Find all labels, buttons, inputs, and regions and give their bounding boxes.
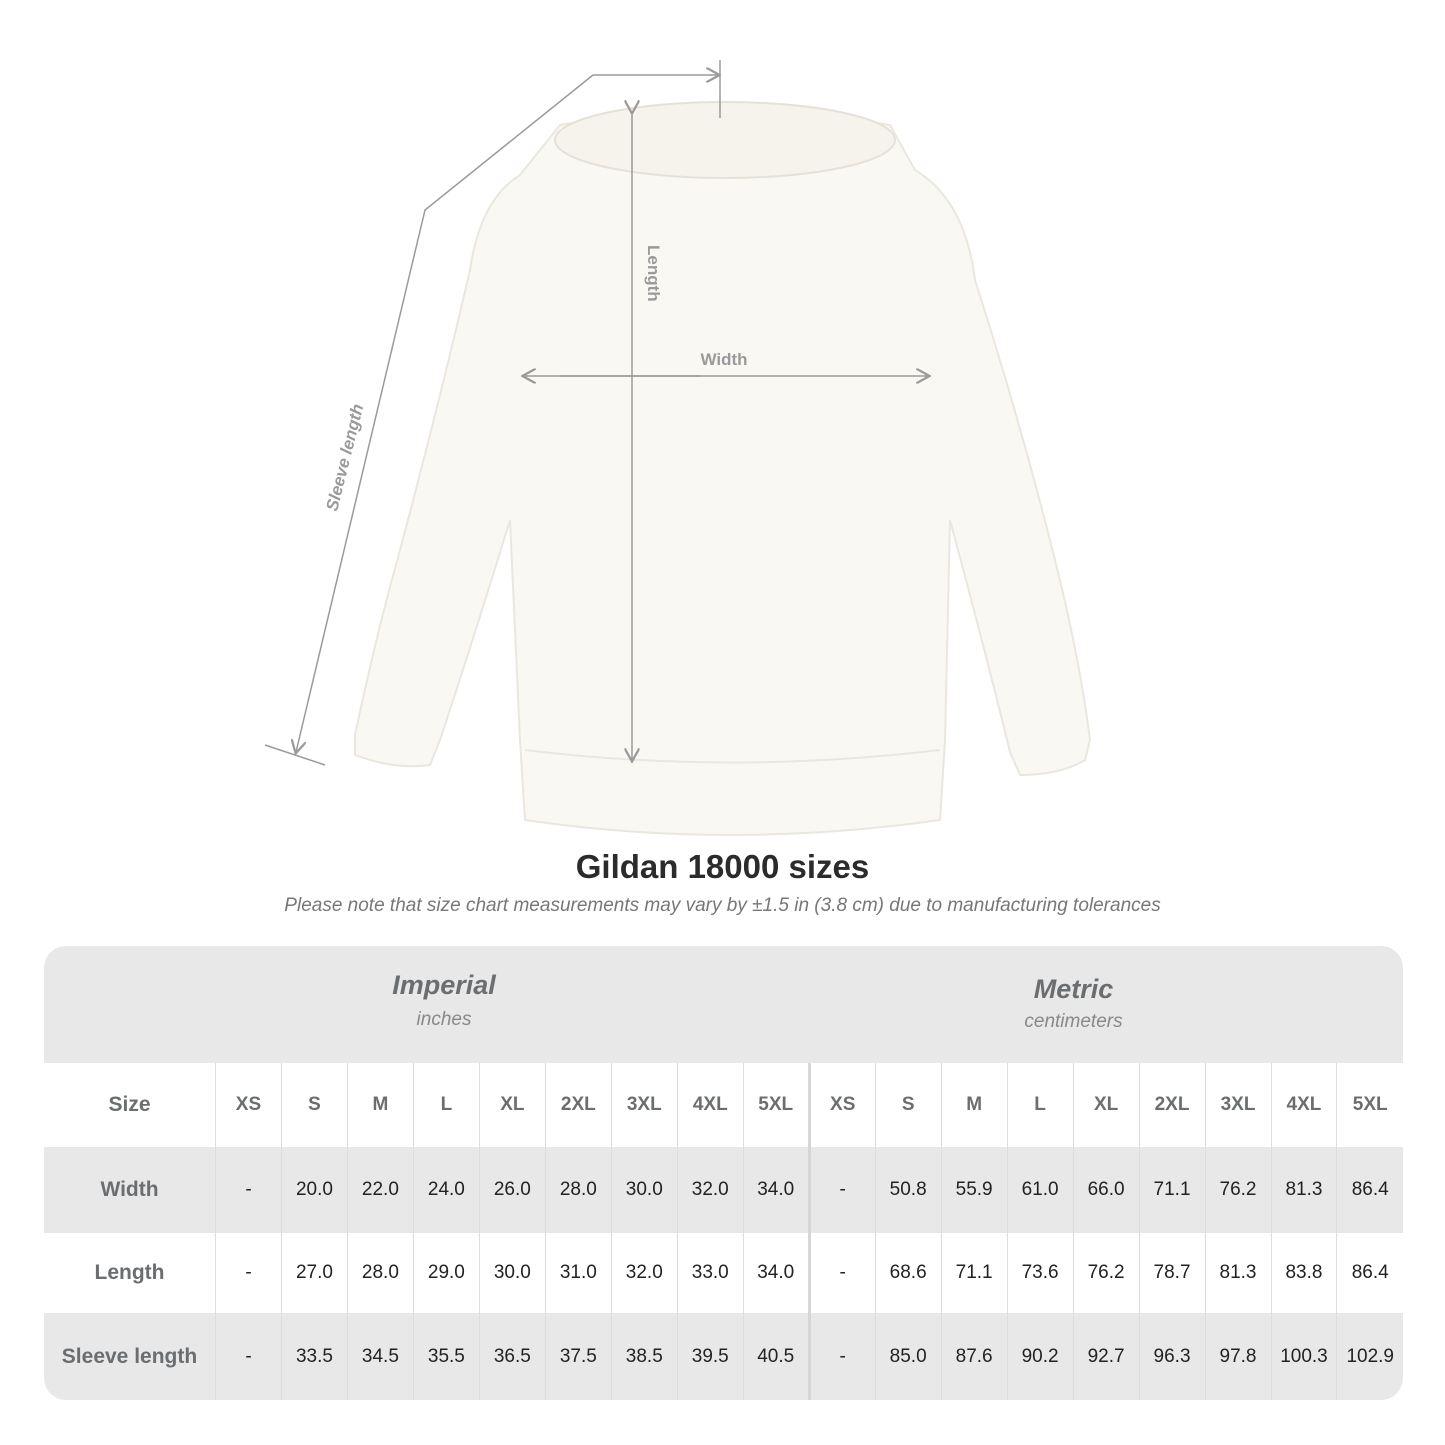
imperial-cell: 34.0 xyxy=(742,1233,810,1313)
imperial-title: Imperial xyxy=(392,970,496,1000)
imperial-cell: 30.0 xyxy=(478,1233,546,1313)
sleeve-length-label: Sleeve length xyxy=(322,402,367,513)
sweatshirt-image xyxy=(354,101,1092,836)
metric-cell: 96.3 xyxy=(1138,1313,1206,1400)
metric-cell: 71.1 xyxy=(1138,1147,1206,1233)
metric-cell: 97.8 xyxy=(1204,1313,1271,1400)
metric-size-xl: XL xyxy=(1072,1063,1140,1147)
imperial-size-xs: XS xyxy=(215,1063,282,1147)
metric-cell: - xyxy=(807,1313,876,1400)
imperial-cell: 39.5 xyxy=(676,1313,744,1400)
imperial-size-l: L xyxy=(412,1063,480,1147)
imperial-cell: 29.0 xyxy=(412,1233,480,1313)
metric-size-5xl: 5XL xyxy=(1336,1063,1403,1147)
imperial-cell: 36.5 xyxy=(478,1313,546,1400)
metric-size-s: S xyxy=(874,1063,942,1147)
metric-cell: 76.2 xyxy=(1072,1233,1140,1313)
imperial-cell: 37.5 xyxy=(544,1313,612,1400)
imperial-size-5xl: 5XL xyxy=(742,1063,810,1147)
imperial-size-2xl: 2XL xyxy=(544,1063,612,1147)
metric-cell: 81.3 xyxy=(1270,1147,1337,1233)
imperial-cell: 30.0 xyxy=(610,1147,678,1233)
imperial-cell: 34.5 xyxy=(346,1313,414,1400)
imperial-cell: 35.5 xyxy=(412,1313,480,1400)
metric-cell: 78.7 xyxy=(1138,1233,1206,1313)
row-label: Width xyxy=(44,1147,216,1233)
size-label: Size xyxy=(108,1093,151,1116)
imperial-cell: 38.5 xyxy=(610,1313,678,1400)
imperial-size-3xl: 3XL xyxy=(610,1063,678,1147)
metric-cell: 55.9 xyxy=(940,1147,1008,1233)
imperial-cell: 24.0 xyxy=(412,1147,480,1233)
imperial-cell: 28.0 xyxy=(346,1233,414,1313)
table-row: Width -20.0 22.0 24.0 26.0 28.0 30.0 32.0 34.0-5… xyxy=(44,1147,1403,1233)
sweatshirt-diagram: Length Width Sleeve length xyxy=(264,60,1092,836)
metric-cell: 100.3 xyxy=(1270,1313,1337,1400)
imperial-size-s: S xyxy=(280,1063,348,1147)
imperial-cell: 34.0 xyxy=(742,1147,810,1233)
metric-cell: 68.6 xyxy=(874,1233,942,1313)
imperial-unit: inches xyxy=(416,1009,472,1030)
imperial-cell: 33.0 xyxy=(676,1233,744,1313)
metric-cell: 102.9 xyxy=(1336,1313,1403,1400)
imperial-header: Imperial inches xyxy=(44,946,844,1063)
measurement-lines xyxy=(264,60,928,766)
imperial-size-xl: XL xyxy=(478,1063,546,1147)
metric-cell: 85.0 xyxy=(874,1313,942,1400)
imperial-cell: 32.0 xyxy=(610,1233,678,1313)
metric-title: Metric xyxy=(1033,974,1114,1004)
imperial-cell: 33.5 xyxy=(280,1313,348,1400)
metric-cell: 73.6 xyxy=(1006,1233,1074,1313)
imperial-size-m: M xyxy=(346,1063,414,1147)
table-row: Sleeve length -33.5 34.5 35.5 36.5 37.5 38.5 39… xyxy=(44,1313,1403,1400)
imperial-cell: 28.0 xyxy=(544,1147,612,1233)
imperial-size-4xl: 4XL xyxy=(676,1063,744,1147)
imperial-cell: - xyxy=(215,1147,282,1233)
chart-title: Gildan 18000 sizes xyxy=(575,848,870,885)
metric-cell: 81.3 xyxy=(1204,1233,1271,1313)
metric-cell: 92.7 xyxy=(1072,1313,1140,1400)
metric-size-m: M xyxy=(940,1063,1008,1147)
size-table-card: Imperial inches Metric centimeters Size X… xyxy=(44,946,1403,1400)
metric-cell: 50.8 xyxy=(874,1147,942,1233)
metric-size-2xl: 2XL xyxy=(1138,1063,1206,1147)
table-row: Length -27.0 28.0 29.0 30.0 31.0 32.0 33.0 34.0-… xyxy=(44,1233,1403,1313)
imperial-cell: 22.0 xyxy=(346,1147,414,1233)
imperial-cell: - xyxy=(215,1313,282,1400)
metric-cell: 87.6 xyxy=(940,1313,1008,1400)
width-label: Width xyxy=(700,350,747,369)
row-label: Length xyxy=(94,1261,165,1284)
metric-size-3xl: 3XL xyxy=(1204,1063,1271,1147)
metric-cell: - xyxy=(807,1147,876,1233)
metric-cell: 71.1 xyxy=(940,1233,1008,1313)
size-header-row: Size XS S M L XL 2XL 3XL 4XL 5XL XS S M L XL 2XL 3XL 4XL 5… xyxy=(44,1063,1403,1147)
metric-cell: 86.4 xyxy=(1336,1233,1403,1313)
metric-cell: - xyxy=(807,1233,876,1313)
imperial-cell: 27.0 xyxy=(280,1233,348,1313)
tolerance-note: Please note that size chart measurements… xyxy=(284,895,1161,916)
metric-size-xs: XS xyxy=(807,1063,876,1147)
imperial-cell: - xyxy=(215,1233,282,1313)
metric-header: Metric centimeters xyxy=(744,946,1403,1063)
metric-size-l: L xyxy=(1006,1063,1074,1147)
imperial-cell: 40.5 xyxy=(742,1313,810,1400)
metric-size-4xl: 4XL xyxy=(1270,1063,1337,1147)
length-label: Length xyxy=(644,245,663,302)
imperial-cell: 31.0 xyxy=(544,1233,612,1313)
metric-cell: 61.0 xyxy=(1006,1147,1074,1233)
row-label: Sleeve length xyxy=(44,1313,216,1400)
metric-cell: 83.8 xyxy=(1270,1233,1337,1313)
imperial-cell: 26.0 xyxy=(478,1147,546,1233)
metric-unit: centimeters xyxy=(1024,1011,1123,1032)
imperial-cell: 20.0 xyxy=(280,1147,348,1233)
metric-cell: 86.4 xyxy=(1336,1147,1403,1233)
size-table: Size XS S M L XL 2XL 3XL 4XL 5XL XS S M L XL 2XL 3XL 4XL 5… xyxy=(44,1063,1403,1400)
metric-cell: 76.2 xyxy=(1204,1147,1271,1233)
metric-cell: 66.0 xyxy=(1072,1147,1140,1233)
metric-cell: 90.2 xyxy=(1006,1313,1074,1400)
imperial-cell: 32.0 xyxy=(676,1147,744,1233)
